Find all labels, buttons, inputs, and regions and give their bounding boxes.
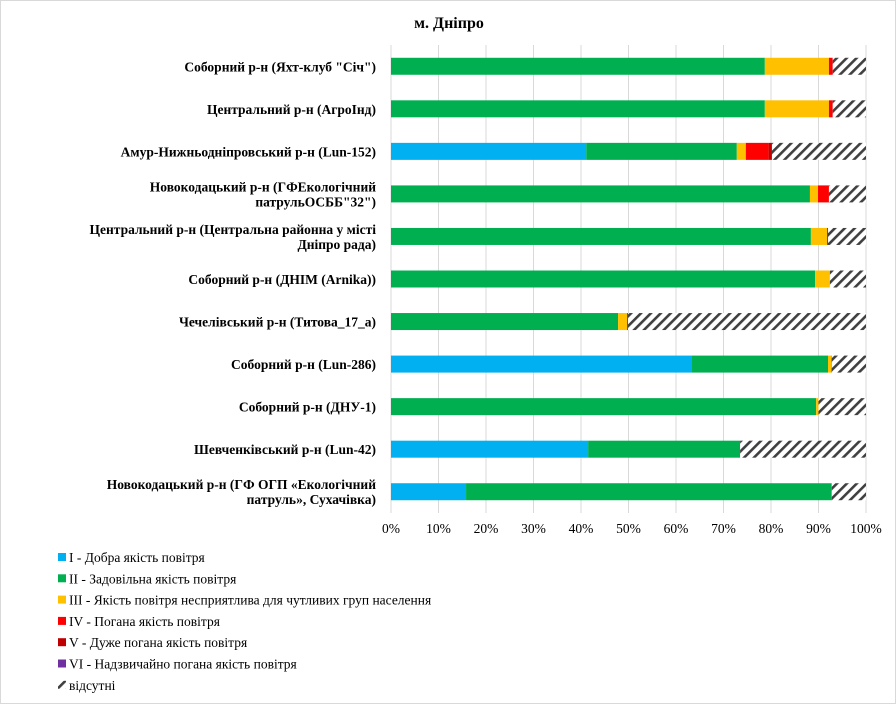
legend-label: VI - Надзвичайно погана якість повітря [69,657,297,672]
category-label: патрульОСББ"32") [255,194,376,209]
bar-segment [391,57,765,75]
bar-segment [627,313,629,331]
category-label: Соборний р-н (Яхт-клуб "Січ") [184,59,376,74]
bar-segment [831,483,866,501]
bar-segment [818,185,829,203]
category-label: Новокодацький р-н (ГФ ОГП «Екологічний [107,477,377,492]
x-tick-label: 70% [711,521,736,536]
legend-item: II - Задовільна якість повітря [58,571,236,586]
x-tick-label: 90% [806,521,831,536]
bar-segment [466,483,832,501]
x-tick-label: 0% [382,521,400,536]
legend-item: V - Дуже погана якість повітря [58,635,247,650]
chart-title: м. Дніпро [414,15,484,32]
bar-segment [832,57,866,75]
bar-segment [828,355,832,373]
bar-segment [391,313,619,331]
bar-segment [827,227,828,245]
category-label: Новокодацький р-н (ГФЕкологічний [150,179,376,194]
category-label: Центральний р-н (АгроІнд) [207,102,376,117]
bar-segment [391,398,817,416]
bar-segment [815,270,830,288]
legend-item: III - Якість повітря несприятлива для чу… [58,593,431,608]
legend-item: I - Добра якість повітря [58,550,205,565]
bar-segment [618,313,628,331]
bar-segment [391,100,765,118]
bar-segment [831,355,866,373]
category-label: Соборний р-н (ДНІМ (Arnika)) [188,272,376,287]
bar-segment [691,355,828,373]
legend-item: IV - Погана якість повітря [58,614,220,629]
x-tick-label: 10% [426,521,451,536]
bar-segment [828,227,866,245]
legend-swatch [58,638,66,647]
bar-segment [771,142,866,160]
bar-segment [816,398,819,416]
bar-segment [391,185,810,203]
category-label: Соборний р-н (ДНУ-1) [239,400,376,415]
bar-segment [810,227,828,245]
bar-segment [764,57,829,75]
category-label: Чечелівський р-н (Титова_17_а) [179,315,376,330]
bar-segment [745,142,769,160]
bar-segment [818,398,866,416]
bar-segment [828,100,833,118]
legend-label: відсутні [69,678,116,693]
x-tick-label: 80% [759,521,784,536]
bar-segment [391,440,589,458]
x-tick-label: 20% [474,521,499,536]
category-label: Шевченківський р-н (Lun-42) [194,442,376,457]
legend-label: III - Якість повітря несприятлива для чу… [69,593,431,608]
bar-segment [829,270,866,288]
legend-label: IV - Погана якість повітря [69,614,220,629]
legend-label: I - Добра якість повітря [69,550,205,565]
bar-segment [809,185,819,203]
legend-swatch [58,595,66,604]
x-tick-label: 60% [664,521,689,536]
x-tick-label: 30% [521,521,546,536]
legend-swatch [58,553,66,561]
bar-segment [828,185,866,203]
legend-swatch [58,659,66,668]
category-label: Амур-Нижньодніпровський р-н (Lun-152) [121,144,376,159]
bar-segment [391,227,811,245]
bar-segment [764,100,829,118]
bar-segment [832,100,866,118]
legend-label: II - Задовільна якість повітря [69,571,236,586]
category-label: патруль», Сухачівка) [247,492,376,507]
bar-segment [391,270,816,288]
legend-swatch [58,574,66,583]
bar-segment [828,57,833,75]
legend-label: V - Дуже погана якість повітря [69,635,247,650]
bar-segment [586,142,737,160]
legend-item: відсутні [58,678,116,693]
category-label: Дніпро рада) [297,237,376,252]
bar-segment [391,142,587,160]
bar-segment [391,483,467,501]
category-label: Центральний р-н (Центральна районна у мі… [90,222,377,237]
x-tick-label: 50% [616,521,641,536]
bar-segment [740,440,866,458]
category-label: Соборний р-н (Lun-286) [231,357,376,372]
bar-segment [736,142,746,160]
x-tick-label: 100% [850,521,882,536]
bar-segment [768,142,772,160]
x-tick-label: 40% [569,521,594,536]
bar-segment [628,313,866,331]
bar-segment [391,355,692,373]
legend-swatch [58,680,66,689]
legend-item: VI - Надзвичайно погана якість повітря [58,657,297,672]
bar-segment [588,440,741,458]
legend-swatch [58,616,66,625]
